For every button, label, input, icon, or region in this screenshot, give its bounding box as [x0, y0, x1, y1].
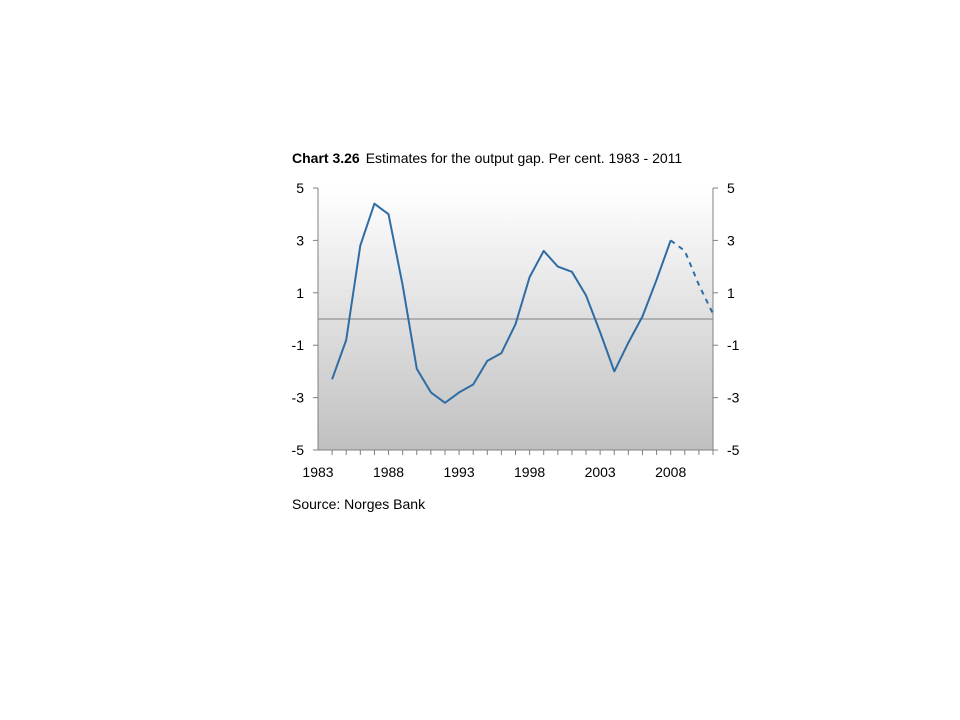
chart-title: Estimates for the output gap. Per cent. …	[365, 150, 683, 166]
y-tick-label-left: 5	[296, 180, 304, 196]
y-tick-label-left: -5	[292, 442, 305, 458]
y-tick-label-right: -5	[727, 442, 740, 458]
y-tick-label-right: -1	[727, 337, 740, 353]
series-line-estimate	[331, 202, 672, 404]
y-tick-label-right: -3	[727, 390, 740, 406]
y-tick-label-right: 1	[727, 285, 735, 301]
y-tick-label-right: 5	[727, 180, 735, 196]
y-tick-label-left: -1	[292, 337, 305, 353]
x-tick-label: 1983	[302, 464, 333, 480]
x-tick-label: 2003	[585, 464, 616, 480]
y-tick-label-left: 1	[296, 285, 304, 301]
y-tick-label-left: -3	[292, 390, 305, 406]
chart-number: Chart 3.26	[292, 150, 360, 166]
y-tick-label-left: 3	[296, 232, 304, 248]
x-tick-label: 1993	[443, 464, 474, 480]
chart-title-block: Chart 3.26 Estimates for the output gap. …	[292, 150, 682, 166]
source-note: Source: Norges Bank	[292, 496, 426, 512]
x-tick-label: 2008	[655, 464, 686, 480]
y-tick-label-right: 3	[727, 232, 735, 248]
series-line-projection	[670, 239, 714, 315]
x-tick-label: 1998	[514, 464, 545, 480]
x-tick-label: 1988	[373, 464, 404, 480]
